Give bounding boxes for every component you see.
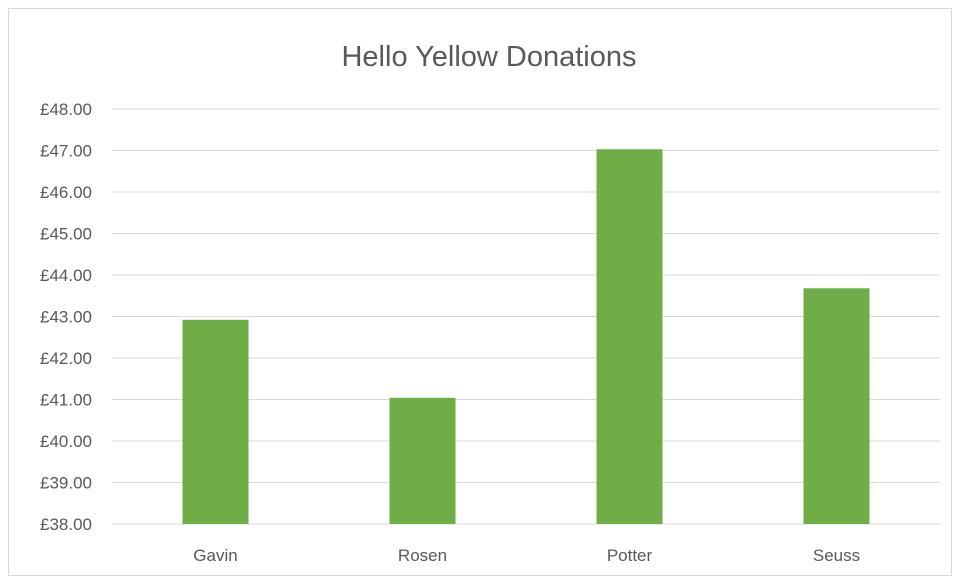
x-axis-tick-labels: Gavin Rosen Potter Seuss	[193, 546, 860, 565]
y-tick-label: £43.00	[40, 308, 92, 327]
bar-potter	[596, 149, 663, 524]
bars	[182, 149, 870, 524]
x-tick-label: Potter	[607, 546, 653, 565]
chart-area	[8, 8, 952, 576]
x-tick-label: Seuss	[813, 546, 860, 565]
x-tick-label: Gavin	[193, 546, 237, 565]
y-tick-label: £38.00	[40, 515, 92, 534]
y-tick-label: £48.00	[40, 100, 92, 119]
bar-seuss	[803, 288, 870, 524]
y-tick-label: £42.00	[40, 349, 92, 368]
y-tick-label: £41.00	[40, 391, 92, 410]
chart-title: Hello Yellow Donations	[341, 41, 636, 73]
gridlines	[112, 108, 940, 525]
y-tick-label: £39.00	[40, 474, 92, 493]
bar-gavin	[182, 319, 249, 524]
y-tick-label: £46.00	[40, 183, 92, 202]
y-tick-label: £45.00	[40, 225, 92, 244]
y-tick-label: £44.00	[40, 266, 92, 285]
y-tick-label: £40.00	[40, 432, 92, 451]
bar-rosen	[389, 397, 456, 524]
x-tick-label: Rosen	[398, 546, 447, 565]
y-axis-tick-labels: £38.00 £39.00 £40.00 £41.00 £42.00 £43.00 £44.…	[40, 100, 92, 534]
y-tick-label: £47.00	[40, 142, 92, 161]
